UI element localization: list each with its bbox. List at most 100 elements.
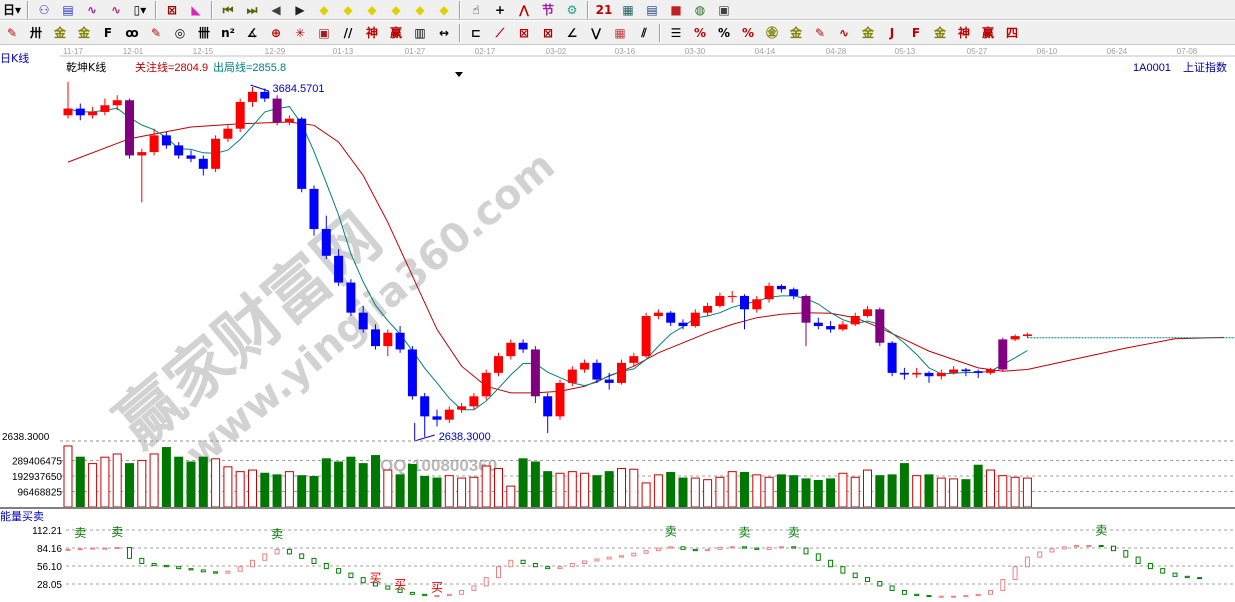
indicator-icon[interactable]: ⚇ xyxy=(38,2,50,17)
volume-bar xyxy=(641,482,651,508)
indicator-bar xyxy=(237,566,243,572)
network-icon[interactable]: ◍ xyxy=(694,2,706,17)
target-icon[interactable]: ⊕ xyxy=(270,25,282,40)
pen-icon[interactable]: ✎ xyxy=(6,25,18,40)
fan2-icon[interactable]: ⊠ xyxy=(518,25,530,40)
notes-icon[interactable]: ▤ xyxy=(62,2,74,17)
fan4-icon[interactable]: ∠ xyxy=(566,25,578,40)
gold-angle-icon[interactable]: 金 xyxy=(933,25,946,40)
rect-icon[interactable]: ⊏ xyxy=(470,25,482,40)
scroll-left-icon[interactable]: ◆ xyxy=(319,2,329,17)
expand-icon[interactable]: ◆ xyxy=(415,2,425,17)
zoom-in-icon[interactable]: ◆ xyxy=(367,2,377,17)
gold-icon[interactable]: 金 xyxy=(53,25,66,40)
candle-body xyxy=(813,322,823,327)
percent-icon[interactable]: % xyxy=(717,25,731,40)
f-angle-icon[interactable]: F xyxy=(911,25,921,40)
zoom-out-icon[interactable]: ◆ xyxy=(391,2,401,17)
zigzag-icon[interactable]: ⋁ xyxy=(590,25,602,40)
volume-bar xyxy=(518,458,528,508)
qian-icon[interactable]: 神 xyxy=(365,25,378,40)
indicator-bar xyxy=(336,568,342,574)
volume-bar xyxy=(666,471,676,508)
candle-body xyxy=(875,309,885,343)
candle-body xyxy=(580,362,590,370)
fan3-icon[interactable]: ⊠ xyxy=(542,25,554,40)
right-icon[interactable]: ▶ xyxy=(295,2,305,17)
indicator-bar xyxy=(1197,577,1203,580)
last-icon[interactable]: ⏭ xyxy=(246,2,258,17)
stock-code: 1A0001 xyxy=(1133,62,1171,74)
fan-icon[interactable]: ⟋ xyxy=(495,25,505,40)
indicator-tick: 112.21 xyxy=(32,526,62,537)
calendar-icon[interactable]: 21 xyxy=(595,2,613,17)
volume-tick: 192937650 xyxy=(12,472,62,483)
pct-lines-icon[interactable]: % xyxy=(741,25,755,40)
fib-icon[interactable]: F xyxy=(103,25,113,40)
indicator-bar xyxy=(865,577,870,582)
indicator-bar xyxy=(250,559,255,568)
radial-icon[interactable]: ✳ xyxy=(294,25,306,40)
crosshair-icon[interactable]: + xyxy=(494,2,506,17)
calculator-icon[interactable]: ▦ xyxy=(622,2,634,17)
wave-icon[interactable]: ꝏ xyxy=(125,25,139,40)
ma3-icon[interactable]: ∿ xyxy=(86,2,98,17)
scroll-right-icon[interactable]: ◆ xyxy=(343,2,353,17)
lines-icon[interactable]: 卌 xyxy=(197,25,210,40)
shrink-icon[interactable]: ◆ xyxy=(439,2,449,17)
indicator-bar xyxy=(520,559,526,565)
save-icon[interactable]: ■ xyxy=(670,2,682,17)
box-icon[interactable]: ▣ xyxy=(318,25,330,40)
formula-icon[interactable]: ⊠ xyxy=(166,2,178,17)
indicator-bar xyxy=(778,546,784,549)
gold2-icon[interactable]: 金 xyxy=(77,25,90,40)
date-axis-bg xyxy=(0,44,1235,56)
ma-line xyxy=(67,106,1028,411)
width-icon[interactable]: ↔ xyxy=(438,25,450,40)
indicator-bar xyxy=(938,595,944,598)
angle-icon[interactable]: ∡ xyxy=(246,25,258,40)
n2-icon[interactable]: n² xyxy=(221,25,235,40)
ma9-icon[interactable]: ∿ xyxy=(110,2,122,17)
ruler-icon[interactable]: ☰ xyxy=(670,25,682,40)
si-angle-icon[interactable]: 四 xyxy=(1005,25,1018,40)
indicator-bar xyxy=(729,546,735,549)
grid-icon[interactable]: ▥ xyxy=(414,25,426,40)
gold-circle-icon[interactable]: ㊎ xyxy=(765,25,778,40)
ying-icon[interactable]: 赢 xyxy=(389,25,402,40)
candle-type-icon[interactable]: ▯▾ xyxy=(133,2,147,17)
date-tick: 12-01 xyxy=(123,47,144,56)
candle-body xyxy=(457,406,467,410)
print-icon[interactable]: ▣ xyxy=(718,2,730,17)
j-angle-icon[interactable]: J xyxy=(889,25,895,40)
candle-body xyxy=(75,108,85,116)
first-icon[interactable]: ⏮ xyxy=(222,2,234,17)
shen-angle-icon[interactable]: 神 xyxy=(957,25,970,40)
marker-icon[interactable]: ✎ xyxy=(814,25,826,40)
histogram-icon[interactable]: ◣ xyxy=(191,2,201,17)
candle-body xyxy=(371,329,380,347)
indicator-bar xyxy=(692,548,698,552)
volume-bar xyxy=(346,456,356,508)
channel-icon[interactable]: ⫽ xyxy=(641,25,647,40)
gold-lines-icon[interactable]: 金 xyxy=(789,25,802,40)
draw-icon[interactable]: ✎ xyxy=(150,25,162,40)
trend-icon[interactable]: ⋀ xyxy=(518,2,530,17)
gann-icon[interactable]: ▦ xyxy=(614,25,626,40)
parallel-icon[interactable]: 卅 xyxy=(29,25,42,40)
circle-icon[interactable]: ◎ xyxy=(174,25,186,40)
volume-bar xyxy=(715,476,725,508)
left-icon[interactable]: ◀ xyxy=(271,2,281,17)
ying-angle-icon[interactable]: 赢 xyxy=(981,25,994,40)
period-day-icon[interactable]: 日▾ xyxy=(2,2,22,17)
pct-line-icon[interactable]: % xyxy=(693,25,707,40)
slash-icon[interactable]: // xyxy=(343,25,353,40)
date-tick: 02-17 xyxy=(475,47,496,56)
section-icon[interactable]: 节 xyxy=(541,2,554,17)
gold-bar-icon[interactable]: 金 xyxy=(861,25,874,40)
hand-icon[interactable]: ☝ xyxy=(472,2,480,17)
report-icon[interactable]: ▤ xyxy=(646,2,658,17)
sine-icon[interactable]: ∿ xyxy=(838,25,850,40)
spiral-icon[interactable]: ⚙ xyxy=(566,2,578,17)
